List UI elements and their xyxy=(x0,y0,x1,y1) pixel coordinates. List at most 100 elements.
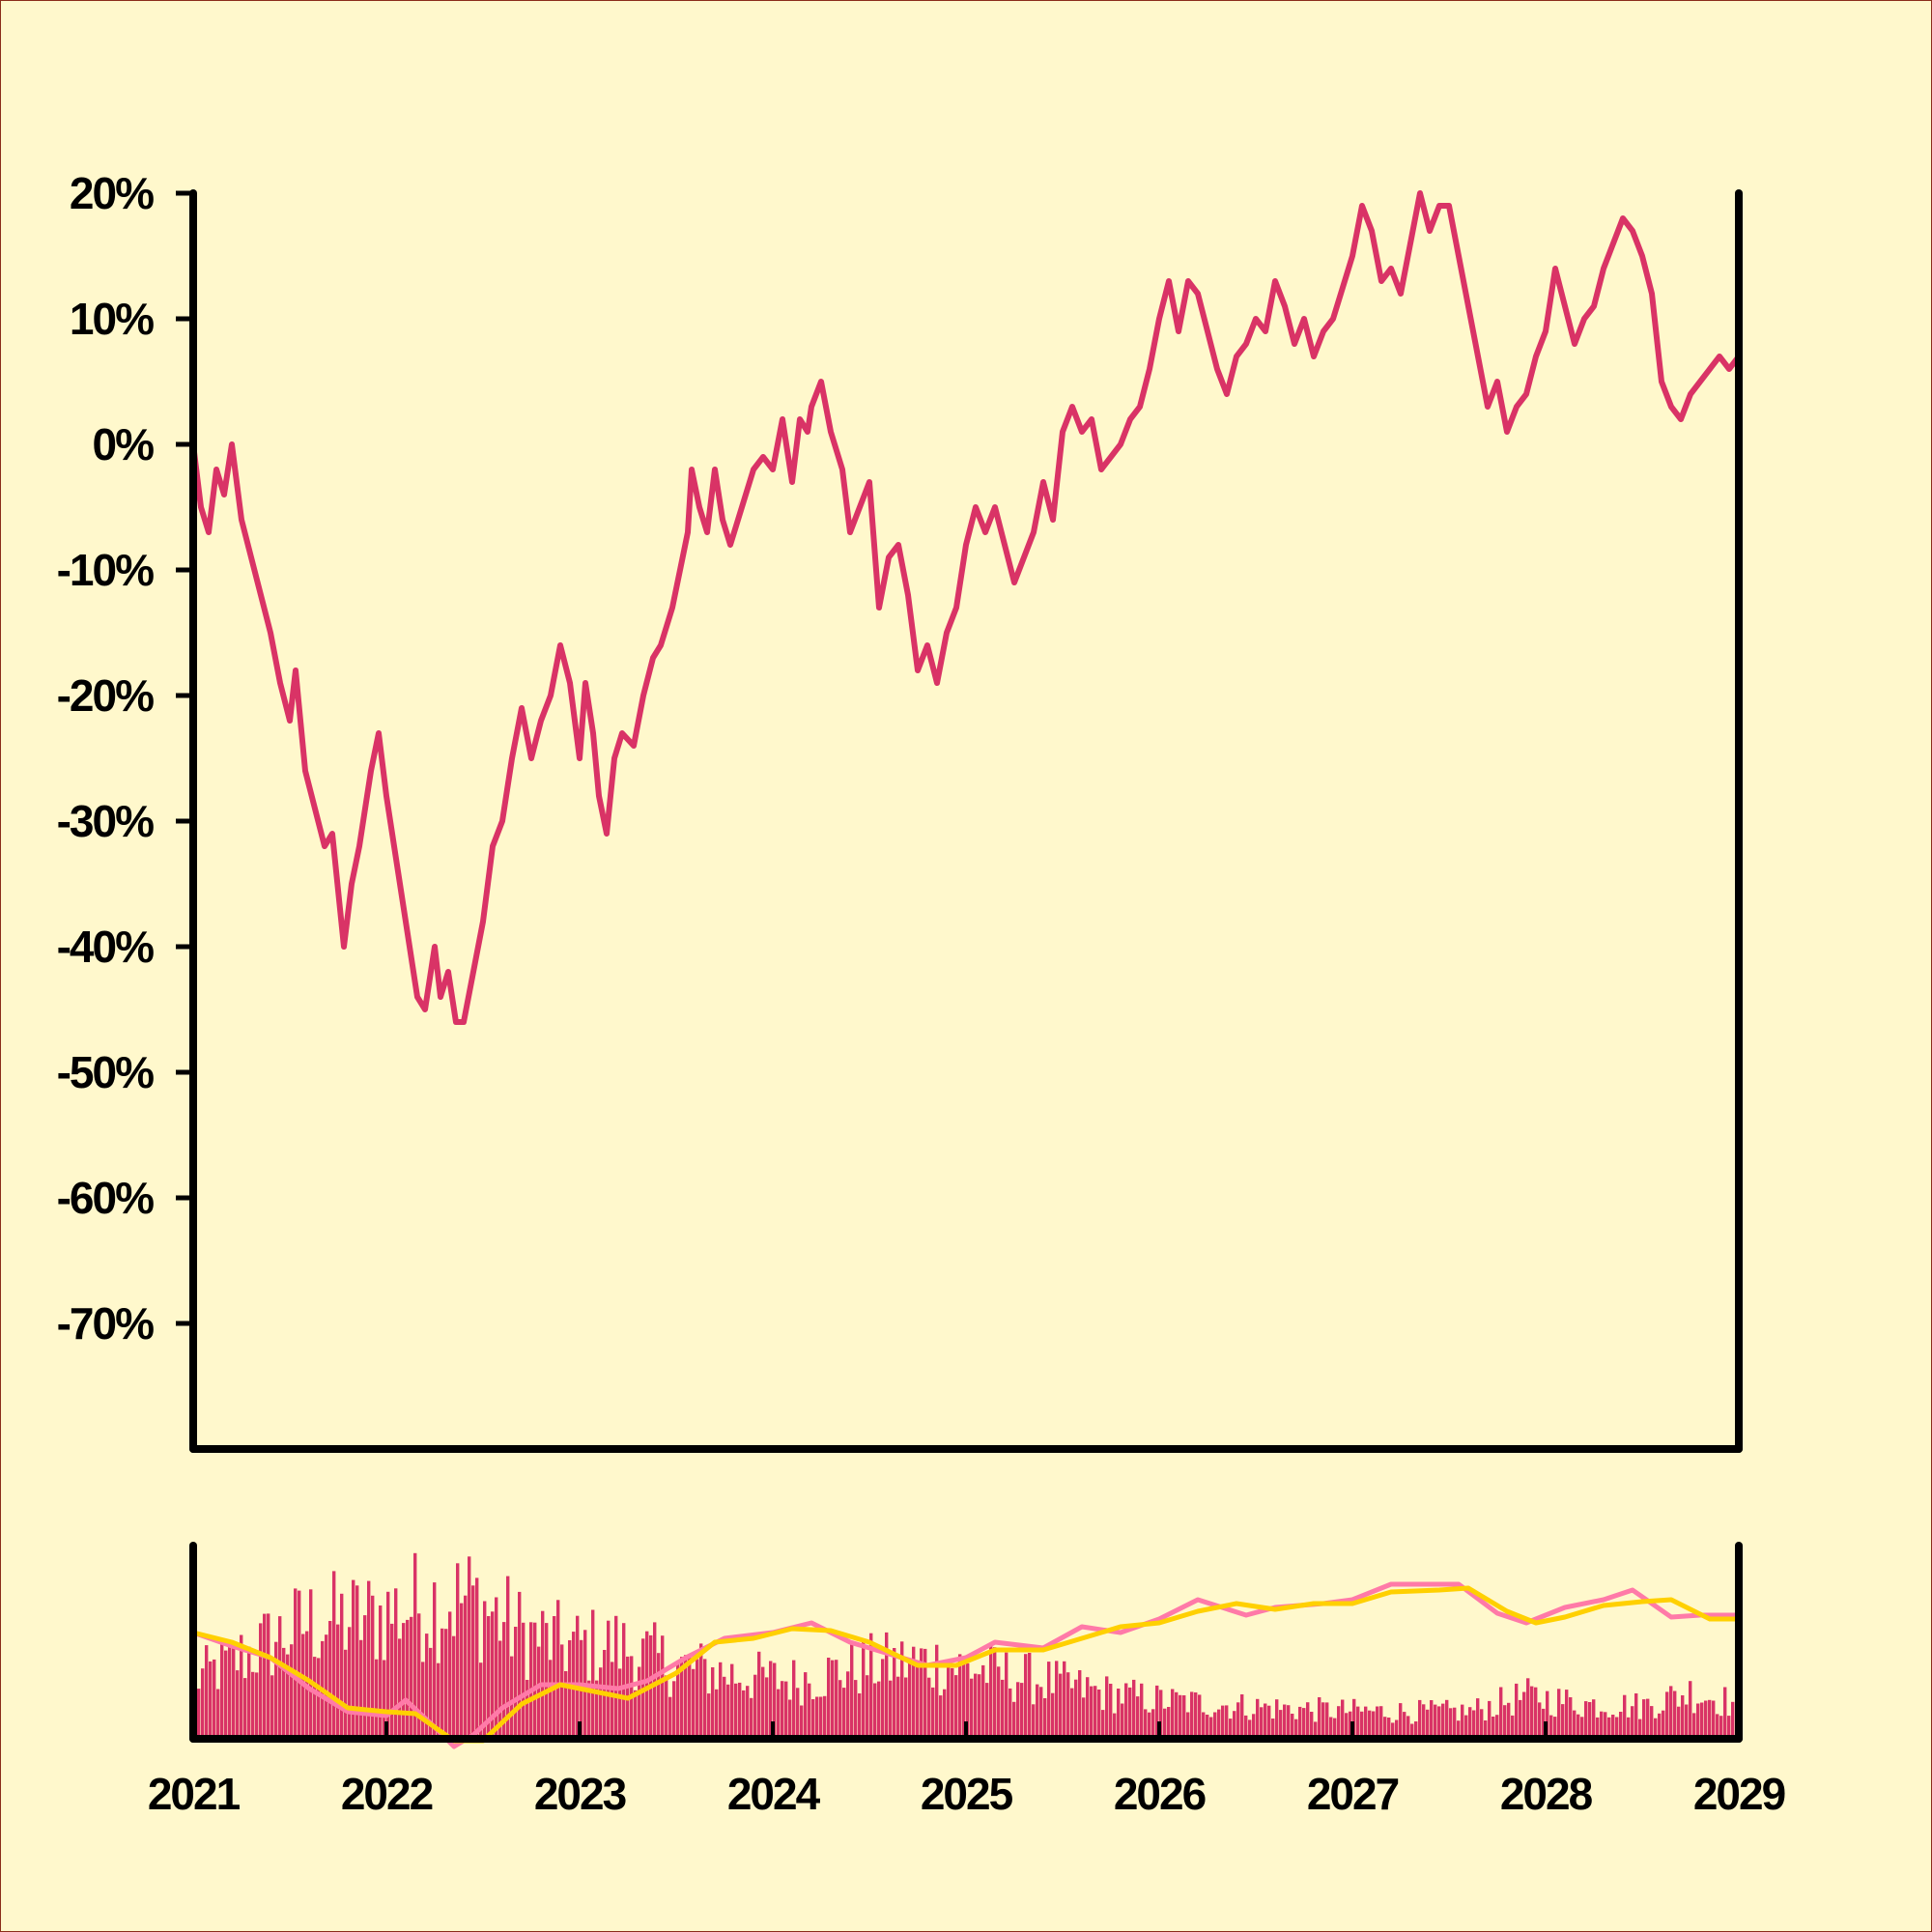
volume-bar xyxy=(1646,1698,1650,1739)
volume-bar xyxy=(1492,1717,1495,1739)
volume-bar xyxy=(1634,1693,1638,1739)
volume-bar xyxy=(1144,1709,1148,1739)
volume-bar xyxy=(962,1659,966,1739)
volume-bar xyxy=(750,1697,753,1739)
volume-bar xyxy=(510,1656,514,1739)
volume-bar xyxy=(1240,1694,1244,1739)
volume-bar xyxy=(1719,1716,1723,1739)
x-tick-label: 2025 xyxy=(921,1769,1013,1819)
volume-bar xyxy=(479,1662,483,1739)
volume-bar xyxy=(699,1643,703,1739)
volume-bar xyxy=(800,1705,804,1739)
x-tick-label: 2029 xyxy=(1693,1769,1785,1819)
volume-bar xyxy=(1136,1696,1140,1739)
volume-bar xyxy=(1298,1706,1302,1739)
volume-bar xyxy=(622,1623,626,1739)
volume-bar xyxy=(1387,1718,1391,1739)
volume-bar xyxy=(1264,1703,1267,1739)
volume-bar xyxy=(413,1552,417,1739)
volume-bar xyxy=(371,1595,375,1739)
volume-bar xyxy=(599,1667,603,1739)
volume-bar xyxy=(1569,1697,1573,1739)
volume-bar xyxy=(1206,1715,1209,1739)
volume-bar xyxy=(1194,1692,1198,1739)
volume-bar xyxy=(1283,1704,1287,1739)
volume-bar xyxy=(1028,1653,1032,1739)
volume-bar xyxy=(784,1681,788,1739)
volume-bar xyxy=(1488,1700,1492,1739)
volume-bar xyxy=(1179,1694,1182,1739)
volume-bar xyxy=(1511,1715,1515,1739)
x-tick-label: 2021 xyxy=(148,1769,241,1819)
volume-bar xyxy=(738,1682,742,1739)
volume-bar xyxy=(854,1680,858,1739)
volume-bar xyxy=(1557,1689,1561,1739)
volume-bar xyxy=(425,1634,429,1739)
volume-bar xyxy=(866,1675,869,1739)
volume-bar xyxy=(842,1688,846,1739)
volume-bar xyxy=(1167,1707,1171,1739)
volume-bar xyxy=(935,1644,939,1739)
volume-bar xyxy=(1480,1709,1484,1739)
y-tick-label: 10% xyxy=(70,294,154,344)
volume-bar xyxy=(908,1661,912,1739)
volume-bar xyxy=(1248,1719,1252,1739)
volume-bar xyxy=(1445,1699,1449,1739)
volume-bar xyxy=(1441,1703,1445,1739)
volume-bar xyxy=(1117,1689,1121,1739)
y-tick-label: -40% xyxy=(57,922,154,972)
volume-bar xyxy=(1066,1672,1070,1739)
volume-bar xyxy=(796,1688,800,1739)
volume-bar xyxy=(943,1689,947,1739)
volume-bar xyxy=(788,1699,792,1739)
volume-bar xyxy=(1522,1691,1526,1739)
volume-bar xyxy=(819,1696,823,1739)
volume-bar xyxy=(1159,1690,1163,1739)
volume-bar xyxy=(1213,1712,1217,1739)
volume-bar xyxy=(1472,1710,1476,1739)
volume-bar xyxy=(1059,1673,1063,1739)
volume-bar xyxy=(1565,1690,1569,1739)
volume-bar xyxy=(1364,1706,1368,1739)
volume-bar xyxy=(495,1597,498,1739)
volume-bar xyxy=(1395,1719,1399,1739)
volume-bar xyxy=(835,1660,838,1739)
volume-bar xyxy=(1124,1683,1128,1739)
volume-bar xyxy=(781,1681,784,1739)
volume-bar xyxy=(1063,1661,1066,1739)
volume-bar xyxy=(429,1647,433,1739)
volume-bar xyxy=(1318,1697,1321,1739)
volume-bar xyxy=(1669,1686,1673,1739)
volume-bar xyxy=(1727,1716,1731,1739)
volume-bar xyxy=(1287,1705,1291,1739)
volume-bar xyxy=(483,1601,487,1739)
volume-bar xyxy=(657,1653,661,1739)
volume-bar xyxy=(607,1620,611,1739)
volume-bar xyxy=(398,1638,402,1739)
volume-bar xyxy=(1036,1684,1039,1739)
main-series-layer xyxy=(190,190,1742,1025)
volume-bar xyxy=(1252,1714,1256,1739)
volume-bar xyxy=(1020,1683,1024,1739)
volume-bar xyxy=(1291,1714,1294,1739)
volume-bar xyxy=(838,1680,842,1739)
volume-bar xyxy=(1267,1705,1271,1739)
volume-bar xyxy=(406,1619,410,1739)
volume-bar xyxy=(464,1595,468,1739)
volume-bar xyxy=(344,1649,348,1739)
volume-bar xyxy=(298,1590,301,1739)
volume-bar xyxy=(978,1674,981,1739)
volume-bar xyxy=(1090,1686,1094,1739)
volume-bar xyxy=(1190,1691,1194,1739)
volume-bar xyxy=(989,1646,993,1739)
volume-bar xyxy=(1406,1716,1410,1739)
volume-bar xyxy=(947,1665,951,1739)
volume-bar xyxy=(1499,1687,1503,1739)
volume-bar xyxy=(1584,1701,1588,1739)
volume-bar xyxy=(1414,1721,1418,1739)
volume-bar xyxy=(1542,1708,1546,1739)
volume-bar xyxy=(1561,1704,1565,1739)
volume-bar xyxy=(614,1615,618,1739)
volume-bar xyxy=(1538,1702,1542,1739)
volume-bar xyxy=(665,1675,668,1739)
